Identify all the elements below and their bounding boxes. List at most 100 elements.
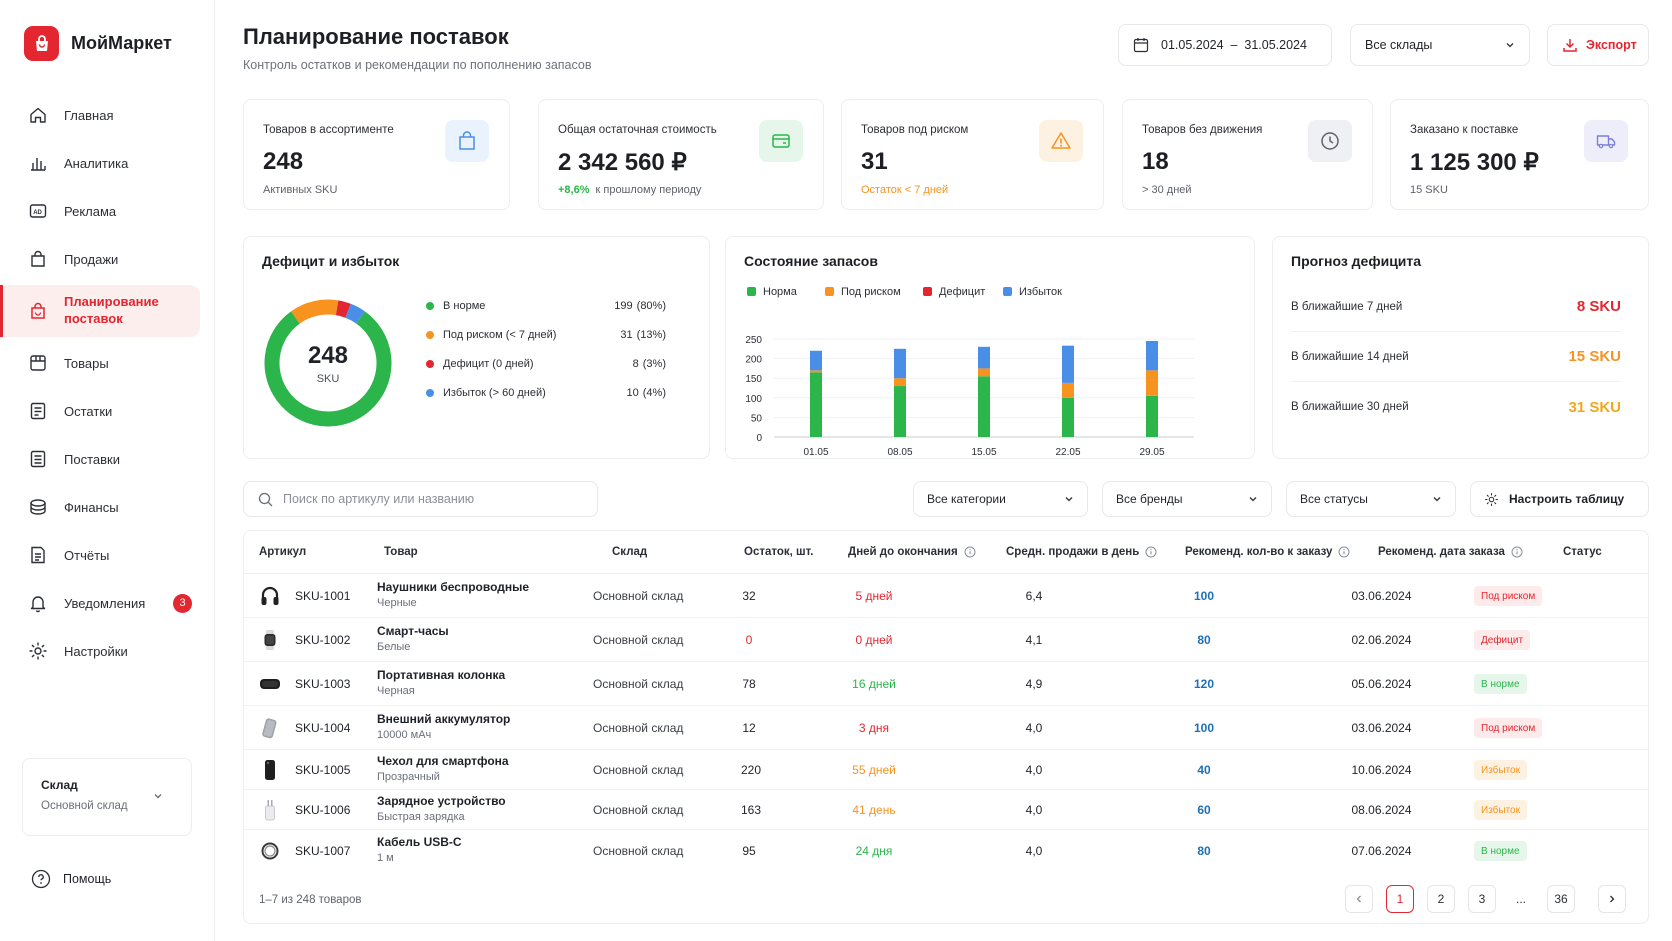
legend-count-value: 199 — [614, 300, 633, 312]
sidebar-item-label: Реклама — [64, 203, 117, 219]
info-icon[interactable] — [1511, 546, 1523, 558]
sidebar-item-10[interactable]: Отчёты — [0, 538, 200, 572]
warehouse-selector[interactable]: Склад Основной склад — [22, 758, 192, 836]
legend-dot — [426, 302, 434, 310]
y-tick-label: 0 — [756, 433, 762, 444]
product-cell[interactable]: Зарядное устройство Быстрая зарядка — [377, 794, 506, 823]
info-icon[interactable] — [1338, 546, 1350, 558]
warehouse-cell: Основной склад — [593, 803, 684, 817]
column-header-label: Средн. продажи в день — [1006, 546, 1140, 558]
column-header-label: Дней до окончания — [848, 546, 958, 558]
sidebar-item-2[interactable]: Аналитика — [0, 146, 200, 180]
help-label: Помощь — [63, 872, 112, 886]
product-thumbnail — [258, 584, 282, 608]
chart-legend-swatch — [747, 287, 756, 296]
date-range-picker[interactable]: 01.05.2024 – 31.05.2024 — [1118, 24, 1332, 66]
bar-4-series-4 — [1062, 345, 1074, 383]
product-cell[interactable]: Портативная колонка Черная — [377, 668, 505, 697]
product-name: Чехол для смартфона — [377, 754, 509, 768]
y-tick-label: 50 — [751, 413, 763, 424]
pagination-page[interactable]: 3 — [1468, 885, 1496, 913]
pagination-page[interactable]: 1 — [1386, 885, 1414, 913]
table-row[interactable]: SKU-1001 Наушники беспроводные Черные Основ… — [244, 573, 1648, 617]
sidebar-item-8[interactable]: Поставки — [0, 442, 200, 476]
kpi-card-1: Товаров в ассортименте 248 Активных SKU — [243, 99, 510, 210]
sidebar-item-3[interactable]: AD Реклама — [0, 194, 200, 228]
column-header[interactable]: Статус — [1563, 546, 1602, 558]
sidebar-item-11[interactable]: Уведомления 3 — [0, 586, 200, 620]
column-header[interactable]: Артикул — [259, 546, 306, 558]
kpi-delta: +8,6% — [558, 184, 590, 196]
table-row[interactable]: SKU-1004 Внешний аккумулятор 10000 мАч Осно… — [244, 705, 1648, 749]
table-row[interactable]: SKU-1007 Кабель USB-C 1 м Основной склад 95 2… — [244, 829, 1648, 871]
sidebar-item-label: Планирование поставок — [64, 294, 159, 326]
legend-dot — [426, 331, 434, 339]
warning-icon — [1051, 132, 1071, 149]
column-header[interactable]: Остаток, шт. — [744, 546, 813, 558]
column-header[interactable]: Дней до окончания — [848, 546, 976, 558]
sidebar-item-12[interactable]: Настройки — [0, 634, 200, 668]
sidebar-item-9[interactable]: Финансы — [0, 490, 200, 524]
column-header[interactable]: Средн. продажи в день — [1006, 546, 1157, 558]
search-box[interactable] — [243, 481, 598, 517]
bar-5-series-4 — [1146, 340, 1158, 371]
brand-select[interactable]: Все бренды — [1102, 481, 1272, 517]
sidebar-item-1[interactable]: Главная — [0, 98, 200, 132]
table-row[interactable]: SKU-1002 Смарт-часы Белые Основной склад 0 0 … — [244, 617, 1648, 661]
category-select[interactable]: Все категории — [913, 481, 1088, 517]
bar-2-series-2 — [894, 378, 906, 387]
forecast-card: Прогноз дефицита В ближайшие 7 дней 8 SKU… — [1272, 236, 1649, 459]
sidebar-item-7[interactable]: Остатки — [0, 394, 200, 428]
forecast-row: В ближайшие 30 дней 31 SKU — [1291, 382, 1621, 432]
search-input[interactable] — [283, 492, 573, 506]
bag-icon — [459, 131, 475, 150]
sidebar-item-6[interactable]: Товары — [0, 346, 200, 380]
table-row[interactable]: SKU-1003 Портативная колонка Черная Основно… — [244, 661, 1648, 705]
table-row[interactable]: SKU-1005 Чехол для смартфона Прозрачный Осн… — [244, 749, 1648, 789]
info-icon[interactable] — [964, 546, 976, 558]
column-header[interactable]: Товар — [384, 546, 418, 558]
configure-table-button[interactable]: Настроить таблицу — [1470, 481, 1649, 517]
column-header[interactable]: Рекоменд. дата заказа — [1378, 546, 1523, 558]
logo[interactable]: МойМаркет — [24, 26, 172, 61]
donut-unit: SKU — [316, 373, 340, 385]
product-cell[interactable]: Смарт-часы Белые — [377, 624, 449, 653]
product-cell[interactable]: Чехол для смартфона Прозрачный — [377, 754, 509, 783]
download-icon — [1563, 39, 1577, 52]
column-header[interactable]: Склад — [612, 546, 647, 558]
legend-count: 199 (80%) — [614, 300, 666, 312]
sidebar-item-label: Товары — [64, 355, 109, 371]
pagination-page[interactable]: 2 — [1427, 885, 1455, 913]
avg-sales-cell: 4,0 — [1025, 721, 1043, 735]
legend-percent: (13%) — [636, 329, 666, 341]
info-icon[interactable] — [1145, 546, 1157, 558]
pagination-page[interactable]: 36 — [1547, 885, 1575, 913]
donut-segment-3 — [335, 300, 351, 318]
product-cell[interactable]: Наушники беспроводные Черные — [377, 580, 529, 609]
product-cell[interactable]: Внешний аккумулятор 10000 мАч — [377, 712, 510, 741]
status-select[interactable]: Все статусы — [1286, 481, 1456, 517]
sku-cell: SKU-1005 — [295, 763, 351, 777]
bar-1-series-2 — [810, 370, 822, 373]
column-header[interactable]: Рекоменд. кол-во к заказу — [1185, 546, 1350, 558]
sidebar-item-4[interactable]: Продажи — [0, 242, 200, 276]
kpi-icon-box — [1308, 120, 1352, 162]
kpi-sub: Остаток < 7 дней — [861, 184, 948, 196]
chevron-down-icon — [1065, 497, 1073, 502]
warehouse-filter-select[interactable]: Все склады — [1350, 24, 1530, 66]
days-left-cell: 16 дней — [852, 677, 896, 691]
kpi-sub-text: Остаток < 7 дней — [861, 184, 949, 196]
help-link[interactable]: Помощь — [31, 869, 111, 889]
pagination-next-button[interactable] — [1598, 885, 1626, 913]
product-cell[interactable]: Кабель USB-C 1 м — [377, 835, 462, 864]
report-icon — [31, 546, 45, 564]
kpi-label: Товаров под риском — [861, 124, 969, 136]
x-tick-label: 29.05 — [1139, 447, 1164, 457]
product-variant: 1 м — [377, 852, 394, 864]
table-row[interactable]: SKU-1006 Зарядное устройство Быстрая заряд… — [244, 789, 1648, 829]
stock-cell: 163 — [741, 803, 762, 817]
recommended-date-cell: 07.06.2024 — [1351, 844, 1412, 858]
sidebar-item-5[interactable]: Планирование поставок — [0, 285, 200, 337]
export-button[interactable]: Экспорт — [1547, 24, 1649, 66]
pagination-prev-button[interactable] — [1345, 885, 1373, 913]
